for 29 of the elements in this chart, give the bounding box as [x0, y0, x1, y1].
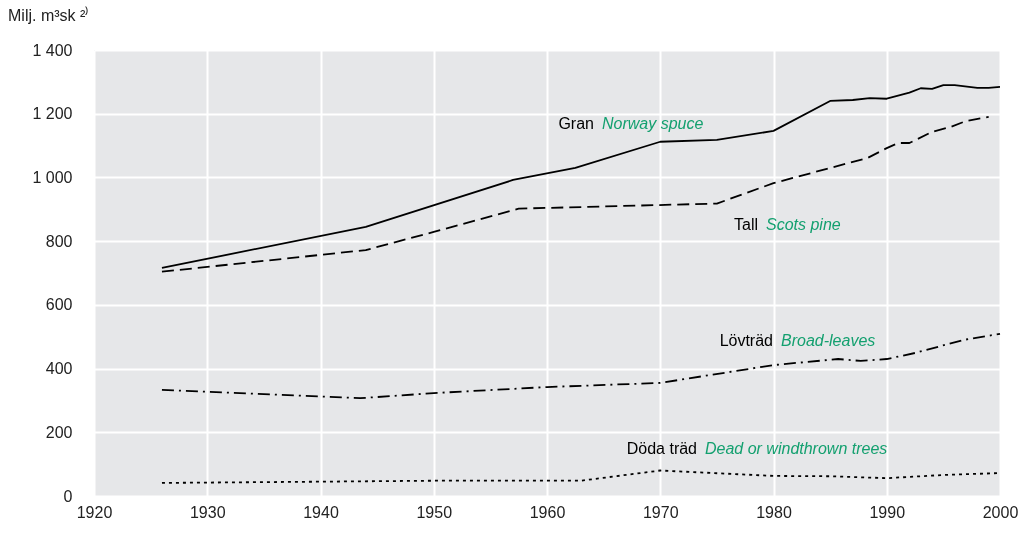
y-tick-label: 1 400: [32, 41, 73, 59]
y-tick-label: 200: [45, 423, 73, 441]
y-axis-title: Milj. m³sk ²⁾: [8, 6, 90, 24]
y-tick-label: 1 000: [32, 168, 73, 186]
y-tick-label: 400: [45, 360, 73, 378]
x-tick-label: 1970: [642, 503, 679, 521]
annotation: Broad-leaves: [781, 332, 876, 349]
annotation: Dead or windthrown trees: [705, 440, 888, 457]
line-series: [161, 332, 1001, 400]
y-tick-label: 0: [63, 487, 73, 505]
x-tick-label: 1940: [303, 503, 339, 521]
x-tick-label: 1950: [416, 503, 453, 521]
annotation: Scots pine: [766, 216, 841, 233]
x-tick-label: 1990: [869, 503, 906, 521]
series-label: Gran: [558, 115, 594, 132]
x-tick-label: 1930: [189, 503, 226, 521]
y-tick-label: 1 200: [32, 105, 73, 123]
series-label: Tall: [733, 216, 758, 233]
series-label: Döda träd: [626, 440, 697, 457]
y-tick-label: 600: [45, 296, 73, 314]
x-tick-label: 2000: [982, 503, 1019, 521]
x-tick-label: 1960: [529, 503, 566, 521]
line-series: [161, 84, 1001, 269]
annotation: Norway spuce: [602, 115, 704, 132]
series-label: Lövträd: [719, 332, 773, 349]
x-tick-label: 1920: [76, 503, 113, 521]
y-tick-label: 800: [45, 232, 73, 250]
x-tick-label: 1980: [756, 503, 792, 521]
line-series: [161, 116, 990, 273]
